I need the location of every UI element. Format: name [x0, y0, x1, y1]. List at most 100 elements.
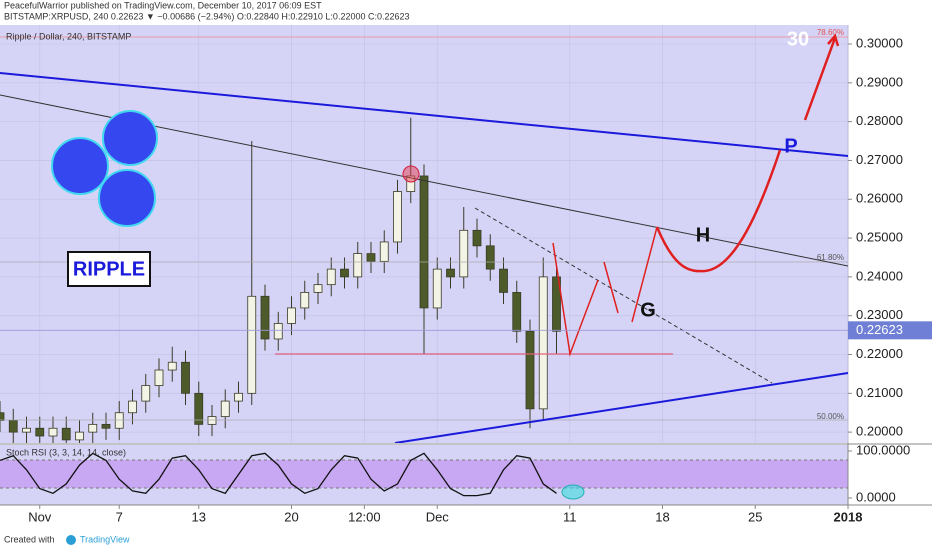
candle-body	[538, 276, 548, 410]
arrow	[552, 242, 599, 357]
y-tick-label: 0.0000	[856, 489, 896, 504]
candle-body	[353, 253, 363, 278]
y-tick-label: 0.26000	[856, 191, 903, 206]
candle-body	[512, 292, 522, 332]
candle-body	[61, 427, 71, 441]
logo-circle	[51, 137, 109, 195]
last-price-label: 0.22623	[856, 322, 903, 337]
x-tick-label: 12:00	[348, 509, 381, 524]
x-tick-label: Dec	[426, 509, 450, 524]
candle-body	[128, 400, 137, 414]
candle-body	[300, 292, 310, 309]
candle-body	[432, 268, 442, 309]
y-tick-label: 0.21000	[856, 385, 903, 400]
fib-label: 78.60%	[817, 28, 844, 37]
y-tick-label: 0.28000	[856, 113, 903, 128]
x-tick-label: Nov	[28, 509, 52, 524]
y-tick-label: 100.0000	[856, 442, 910, 457]
brand-icon	[66, 535, 76, 545]
arrow-head	[827, 33, 840, 47]
candle-body	[393, 191, 402, 243]
x-tick-label: 20	[284, 509, 298, 524]
y-tick-label: 0.25000	[856, 230, 903, 245]
highlight-circle	[402, 165, 420, 183]
candle-body	[35, 427, 45, 437]
candle-body	[22, 427, 31, 433]
x-tick-label: 13	[192, 509, 206, 524]
candle-body	[0, 412, 5, 421]
count-label: 30	[787, 28, 809, 50]
y-tick-label: 0.24000	[856, 268, 903, 283]
logo-circle	[98, 169, 156, 227]
candle-body	[326, 268, 336, 286]
candles	[0, 117, 561, 443]
logo-box	[67, 251, 151, 287]
candle-body	[459, 229, 469, 278]
x-tick-label: 7	[116, 509, 123, 524]
chart-title: Ripple / Dollar, 240, BITSTAMP	[6, 31, 131, 41]
x-tick-label: 18	[655, 509, 669, 524]
stoch-band	[0, 460, 848, 488]
candle-body	[499, 268, 508, 293]
x-tick-label: 2018	[834, 509, 863, 524]
candle-body	[75, 431, 84, 441]
x-tick-label: 25	[748, 509, 762, 524]
arrow	[603, 226, 658, 323]
logo-circle	[102, 110, 158, 166]
x-tick-label: 11	[563, 509, 577, 524]
candle-body	[366, 253, 376, 262]
highlight-ellipse	[561, 484, 585, 500]
publisher: PeacefulWarrior published on TradingView…	[4, 0, 322, 10]
candle-body	[273, 323, 283, 340]
candle-body	[313, 284, 323, 293]
footer-text: Created with	[4, 534, 55, 544]
projection-curve	[655, 149, 782, 273]
wave-label: G	[640, 299, 656, 321]
drawings	[0, 33, 848, 443]
candle-body	[419, 175, 429, 309]
candle-body	[485, 245, 495, 270]
candle-body	[207, 416, 217, 425]
candle-body	[101, 423, 111, 429]
footer-bg	[0, 530, 932, 550]
candle-body	[247, 295, 257, 394]
candle-body	[167, 361, 177, 371]
fib-label: 50.00%	[817, 412, 844, 421]
trend-line	[394, 372, 848, 443]
fib-label: 61.80%	[817, 253, 844, 262]
logo-text: RIPPLE	[73, 258, 145, 280]
symbol-line: BITSTAMP:XRPUSD, 240 0.22623 ▼ −0.00686 …	[4, 11, 410, 21]
candle-body	[552, 276, 561, 332]
y-tick-label: 0.27000	[856, 152, 903, 167]
wave-label: H	[696, 224, 710, 246]
projection-arrow	[803, 37, 837, 121]
stoch-line	[0, 452, 557, 497]
candle-body	[260, 295, 270, 340]
candle-body	[194, 392, 204, 425]
last-price-tag	[848, 321, 932, 340]
stoch	[0, 452, 557, 497]
candle-body	[114, 412, 124, 429]
footer-brand: TradingView	[80, 534, 130, 544]
y-tick-label: 0.29000	[856, 74, 903, 89]
candle-body	[379, 241, 389, 262]
candle-body	[181, 361, 190, 394]
candle-body	[48, 427, 58, 437]
y-tick-label: 0.20000	[856, 424, 903, 439]
candle-body	[340, 268, 349, 278]
candle-body	[88, 423, 98, 433]
candle-body	[141, 385, 151, 402]
y-tick-label: 0.22000	[856, 346, 903, 361]
y-tick-label: 0.30000	[856, 35, 903, 50]
candle-body	[220, 400, 230, 418]
candle-body	[234, 392, 243, 402]
wave-label: P	[784, 135, 797, 157]
candle-body	[154, 369, 164, 386]
header-bg	[0, 0, 932, 25]
y-tick-label: 0.23000	[856, 307, 903, 322]
candle-body	[446, 268, 455, 278]
dashed-line	[474, 207, 773, 384]
candle-body	[8, 420, 18, 433]
indicator-name: Stoch RSI (3, 3, 14, 14, close)	[6, 447, 126, 457]
